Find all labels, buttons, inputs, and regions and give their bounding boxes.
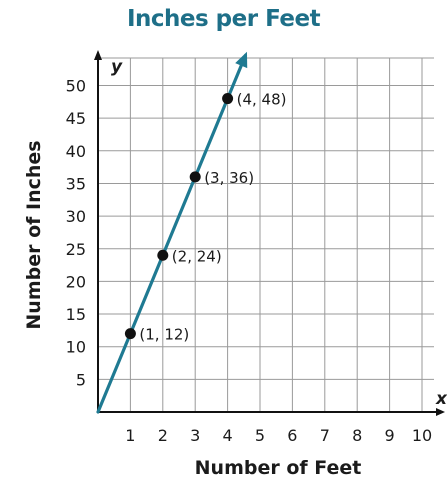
axis-titles: Number of Feet Number of Inches y x bbox=[23, 57, 447, 478]
y-tick-label: 50 bbox=[66, 77, 86, 96]
y-tick-label: 15 bbox=[66, 305, 86, 324]
y-tick-label: 45 bbox=[66, 109, 86, 128]
x-tick-label: 7 bbox=[320, 426, 330, 445]
x-tick-label: 8 bbox=[352, 426, 362, 445]
data-point-label: (1, 12) bbox=[139, 326, 189, 344]
data-point-label: (2, 24) bbox=[172, 247, 222, 265]
x-tick-label: 2 bbox=[158, 426, 168, 445]
data-point bbox=[222, 93, 234, 105]
data-point bbox=[189, 171, 201, 183]
x-tick-label: 5 bbox=[255, 426, 265, 445]
x-tick-label: 1 bbox=[125, 426, 135, 445]
y-tick-label: 20 bbox=[66, 272, 86, 291]
series-line bbox=[96, 53, 248, 414]
series: (1, 12) (2, 24) (3, 36) (4, 48) bbox=[96, 51, 287, 414]
y-tick-label: 30 bbox=[66, 207, 86, 226]
x-tick-label: 10 bbox=[412, 426, 432, 445]
grid bbox=[98, 57, 434, 412]
x-axis-arrow bbox=[436, 408, 445, 416]
x-tick-label: 3 bbox=[190, 426, 200, 445]
axes bbox=[94, 50, 445, 416]
x-tick-label: 6 bbox=[287, 426, 297, 445]
y-tick-label: 10 bbox=[66, 338, 86, 357]
data-point-label: (3, 36) bbox=[204, 169, 254, 187]
series-line-arrow bbox=[235, 51, 248, 69]
y-tick-label: 40 bbox=[66, 142, 86, 161]
y-axis-title: Number of Inches bbox=[23, 140, 45, 329]
x-axis-variable: x bbox=[435, 389, 447, 409]
data-point-label: (4, 48) bbox=[237, 91, 287, 109]
data-point bbox=[124, 328, 136, 340]
y-tick-label: 5 bbox=[76, 370, 86, 389]
data-point bbox=[157, 249, 169, 261]
y-tick-label: 25 bbox=[66, 240, 86, 259]
chart-title: Inches per Feet bbox=[126, 6, 321, 32]
x-tick-label: 9 bbox=[385, 426, 395, 445]
y-tick-label: 35 bbox=[66, 174, 86, 193]
x-tick-label: 4 bbox=[223, 426, 233, 445]
y-axis-variable: y bbox=[111, 57, 123, 77]
y-axis-arrow bbox=[94, 50, 102, 60]
x-axis-title: Number of Feet bbox=[195, 457, 362, 478]
